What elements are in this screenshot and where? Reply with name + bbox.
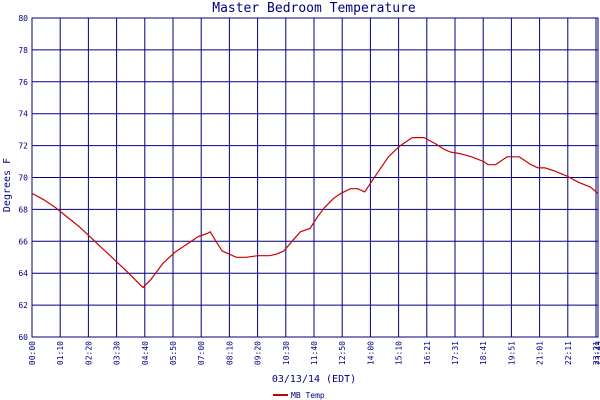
legend-label: MB Temp xyxy=(291,391,325,400)
x-tick-label: 11:40 xyxy=(310,341,319,365)
y-axis-label: Degrees F xyxy=(2,158,13,212)
y-tick-label: 70 xyxy=(18,174,28,183)
y-tick-label: 60 xyxy=(18,333,28,342)
x-tick-label: 05:50 xyxy=(169,341,178,365)
x-tick-label: 08:10 xyxy=(225,341,234,365)
y-tick-label: 72 xyxy=(18,142,28,151)
x-tick-label: 10:30 xyxy=(282,341,291,365)
x-tick-label: 07:00 xyxy=(197,341,206,365)
x-tick-label: 12:50 xyxy=(338,341,347,365)
x-tick-label: 17:31 xyxy=(451,341,460,365)
y-tick-label: 66 xyxy=(18,237,28,246)
x-tick-label: 18:41 xyxy=(479,341,488,365)
y-tick-label: 68 xyxy=(18,205,28,214)
x-tick-label: 14:00 xyxy=(366,341,375,365)
chart-title: Master Bedroom Temperature xyxy=(212,1,416,16)
series-line-mb-temp xyxy=(31,137,599,289)
y-tick-label: 74 xyxy=(18,110,28,119)
x-tick-label: 16:21 xyxy=(423,341,432,365)
x-tick-label: 19:51 xyxy=(507,341,516,365)
x-tick-label: 04:40 xyxy=(141,341,150,365)
plot-border xyxy=(31,17,599,338)
x-tick-label: 09:20 xyxy=(254,341,263,365)
x-tick-label: 03:30 xyxy=(113,341,122,365)
y-axis-ticks: 60 62 64 66 68 70 72 74 76 78 80 xyxy=(18,14,28,342)
x-tick-label: 00:00 xyxy=(28,341,37,365)
x-tick-label: 21:01 xyxy=(536,341,545,365)
x-tick-label: 23:49 xyxy=(594,341,600,365)
x-axis-ticks: 00:00 01:10 02:20 03:30 04:40 05:50 07:00 08:10… xyxy=(28,341,600,365)
grid xyxy=(31,17,599,338)
legend: MB Temp xyxy=(273,391,325,400)
x-tick-label: 23:21 xyxy=(592,341,600,365)
y-tick-label: 62 xyxy=(18,301,28,310)
series-layer xyxy=(31,137,599,289)
x-tick-label: 22:11 xyxy=(564,341,573,365)
y-tick-label: 80 xyxy=(18,14,28,23)
y-tick-label: 64 xyxy=(18,269,28,278)
y-tick-label: 78 xyxy=(18,46,28,55)
x-tick-label: 15:10 xyxy=(395,341,404,365)
x-tick-label: 01:10 xyxy=(56,341,65,365)
x-axis-label: 03/13/14 (EDT) xyxy=(272,374,356,385)
x-tick-label: 02:20 xyxy=(84,341,93,365)
y-tick-label: 76 xyxy=(18,78,28,87)
